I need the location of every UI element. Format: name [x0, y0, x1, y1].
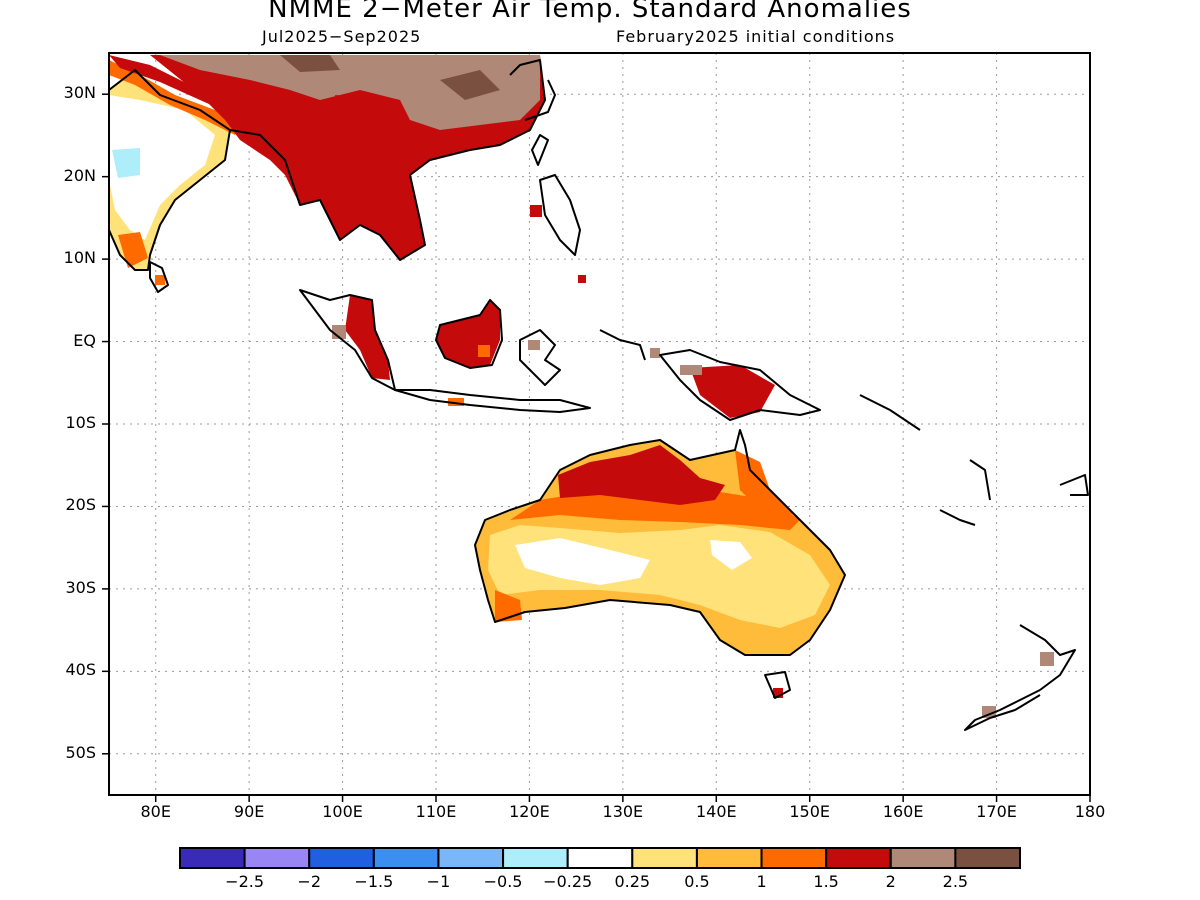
lat-label: 30S	[65, 577, 96, 597]
colorbar-label: 0.5	[684, 872, 710, 891]
australia-region	[475, 440, 845, 698]
colorbar-swatch	[825, 847, 892, 869]
lat-label: 30N	[63, 83, 96, 103]
lat-label: 20S	[65, 495, 96, 515]
colorbar-label: 1	[756, 872, 767, 891]
colorbar-swatch	[372, 847, 440, 869]
colorbar-label: −2	[297, 872, 322, 891]
map-title: NMME 2−Meter Air Temp. Standard Anomalie…	[268, 0, 912, 24]
colorbar-swatch	[760, 847, 828, 869]
lon-label: 90E	[233, 802, 265, 821]
lat-label: 50S	[65, 742, 96, 762]
lon-label: 170E	[976, 802, 1017, 821]
lon-label: 80E	[140, 802, 171, 821]
lat-label: 20N	[63, 165, 96, 185]
lon-label: 110E	[415, 802, 457, 821]
lat-label: EQ	[73, 330, 96, 350]
east-asia-region	[150, 55, 586, 283]
lon-label: 150E	[789, 802, 831, 821]
lat-label: 40S	[65, 660, 96, 680]
lon-label: 100E	[322, 802, 363, 821]
colorbar-label: 2.5	[942, 872, 969, 891]
colorbar-swatch	[308, 847, 375, 869]
graticule	[109, 53, 1090, 795]
axis-ticks	[102, 93, 1091, 802]
coastlines	[109, 59, 1089, 731]
lat-label: 10N	[63, 248, 96, 268]
colorbar-label: 1.5	[813, 872, 839, 891]
colorbar-label: 0.25	[614, 872, 651, 891]
colorbar	[179, 847, 1022, 869]
lon-label: 130E	[602, 802, 644, 821]
lon-label: 180	[1074, 802, 1106, 821]
lon-label: 140E	[695, 802, 737, 821]
map-content	[109, 53, 1090, 795]
colorbar-label: −1	[426, 872, 451, 891]
colorbar-swatch	[695, 847, 763, 869]
colorbar-label: −0.5	[483, 872, 523, 891]
colorbar-swatch	[954, 847, 1022, 869]
lon-label: 120E	[509, 802, 550, 821]
colorbar-swatch	[243, 847, 311, 869]
forecast-period: Jul2025−Sep2025	[262, 27, 422, 46]
colorbar-swatch	[437, 847, 505, 869]
lat-label: 10S	[65, 413, 96, 432]
colorbar-swatch	[566, 847, 634, 869]
colorbar-label: −2.5	[225, 872, 265, 891]
maritime-region	[332, 295, 775, 418]
colorbar-label: −1.5	[354, 872, 394, 891]
colorbar-label: 2	[885, 872, 896, 891]
colorbar-swatch	[631, 847, 698, 869]
colorbar-swatch	[502, 847, 569, 869]
lon-label: 160E	[882, 802, 924, 821]
colorbar-swatch	[179, 847, 246, 869]
colorbar-label: −0.25	[543, 872, 593, 891]
colorbar-swatch	[889, 847, 957, 869]
initial-conditions: February2025 initial conditions	[616, 27, 896, 46]
